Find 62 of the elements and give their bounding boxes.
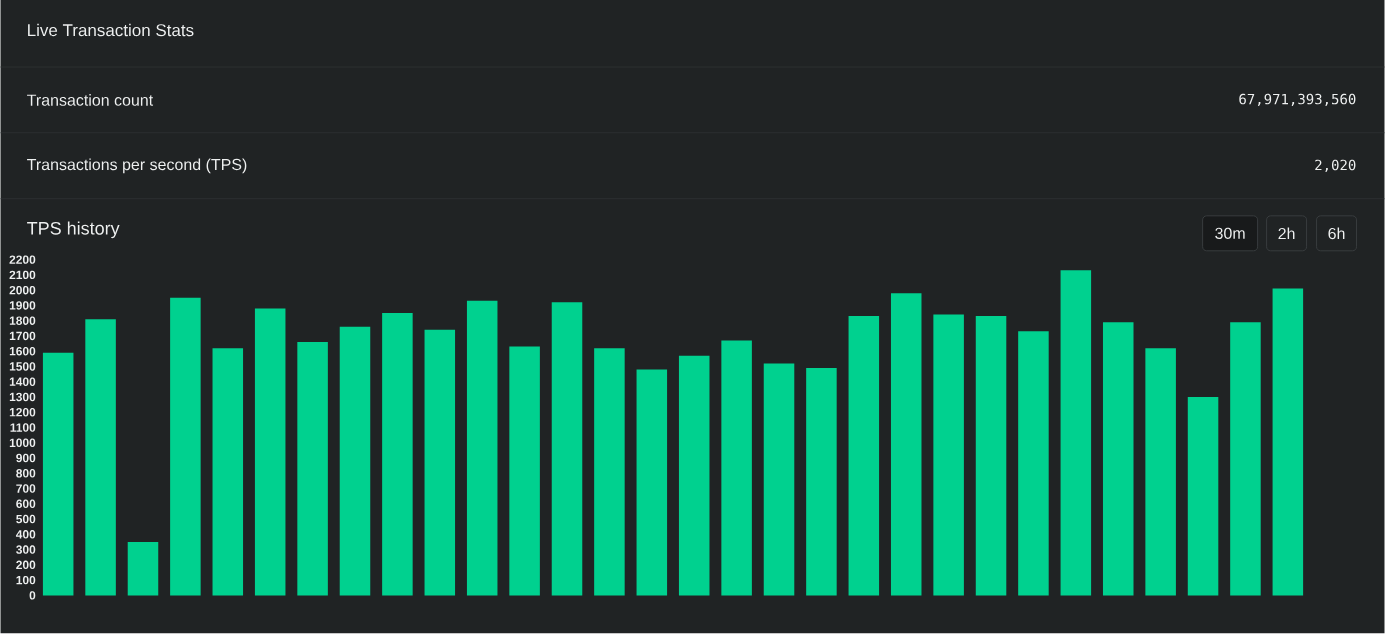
- y-tick-label: 1100: [10, 423, 36, 432]
- bar: [551, 302, 583, 596]
- y-tick-label: 0: [29, 591, 36, 600]
- y-tick-label: 1800: [9, 316, 36, 326]
- bar: [254, 308, 286, 596]
- bar: [933, 314, 964, 596]
- bar: [424, 330, 456, 596]
- bar: [848, 316, 880, 596]
- y-tick-label: 600: [16, 499, 36, 509]
- y-tick-label: 800: [16, 469, 36, 478]
- y-tick-label: 2200: [9, 255, 36, 265]
- text: 67,971,393,560: [1239, 93, 1356, 107]
- bar: [297, 342, 328, 596]
- text: 6h: [1328, 227, 1345, 240]
- bar: [721, 340, 752, 596]
- bar: [636, 369, 668, 596]
- bar: [170, 298, 201, 596]
- chart-title: TPS history: [27, 221, 120, 239]
- y-tick-label: 300: [16, 545, 36, 555]
- bar: [466, 301, 498, 596]
- text: Transaction count: [27, 94, 154, 107]
- y-tick-label: 1900: [9, 301, 36, 310]
- y-tick-label: 2100: [9, 270, 36, 280]
- y-tick-label: 1500: [9, 362, 36, 371]
- bar: [763, 363, 795, 596]
- bar: [339, 327, 371, 596]
- bar: [1060, 270, 1092, 596]
- bar: [1018, 331, 1049, 596]
- text: Transactions per second (TPS): [27, 158, 247, 174]
- bar: [85, 319, 116, 596]
- bar: [1230, 322, 1261, 596]
- y-tick-label: 900: [16, 454, 36, 463]
- y-tick-label: 1000: [9, 438, 36, 448]
- y-tick-label: 1700: [9, 331, 36, 341]
- bar: [42, 352, 74, 596]
- bar: [1187, 397, 1219, 596]
- y-tick-label: 500: [16, 515, 36, 524]
- bar: [1272, 288, 1304, 596]
- y-tick-label: 1600: [9, 347, 36, 356]
- bar: [127, 542, 159, 596]
- bar: [594, 348, 625, 596]
- y-tick-label: 2000: [9, 286, 36, 295]
- bar: [1145, 348, 1176, 596]
- bar: [509, 346, 540, 596]
- bar: [806, 368, 837, 596]
- bar: [975, 316, 1007, 596]
- text: 30m: [1215, 227, 1245, 240]
- y-tick-label: 1200: [9, 408, 36, 417]
- bar: [678, 356, 710, 596]
- y-tick-label: 1300: [9, 392, 36, 402]
- bar: [212, 348, 244, 596]
- y-tick-label: 100: [16, 576, 36, 585]
- y-tick-label: 400: [15, 530, 36, 539]
- y-tick-label: 700: [16, 484, 36, 494]
- bar: [1102, 322, 1134, 596]
- bar: [382, 313, 413, 596]
- y-tick-label: 200: [16, 560, 36, 570]
- text: 2,020: [1315, 159, 1356, 173]
- text: Live Transaction Stats: [28, 23, 194, 37]
- bar: [890, 293, 922, 596]
- y-tick-label: 1400: [9, 377, 36, 387]
- text: 2h: [1278, 227, 1295, 240]
